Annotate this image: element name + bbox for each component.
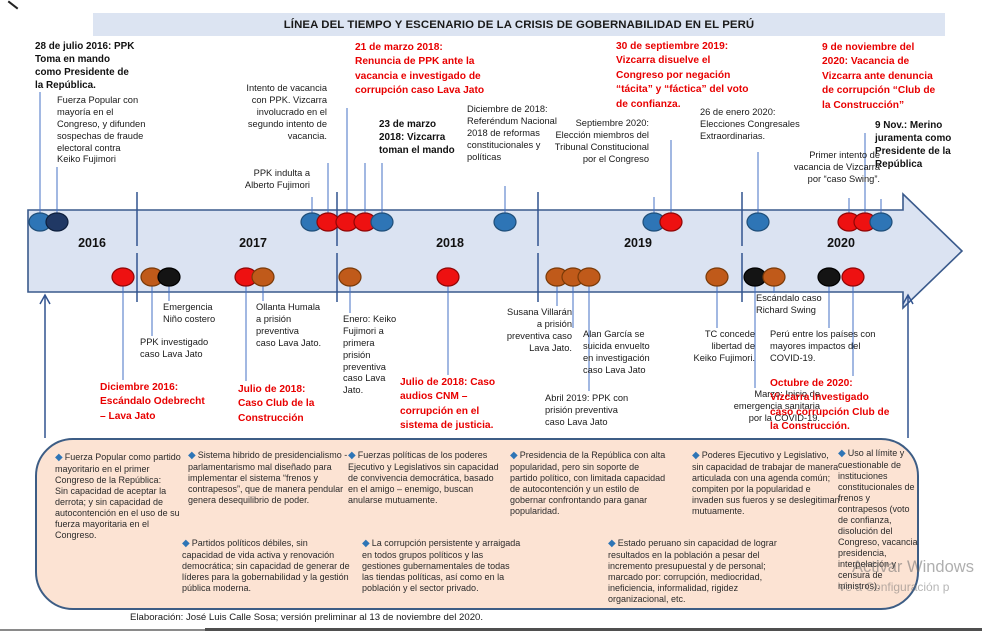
event-label-ppk-indulta-fujimori: PPK indulta a Alberto Fujimori <box>244 168 310 190</box>
event-label-escandalo-odebrecht: Diciembre 2016: Escándalo Odebrecht – La… <box>100 382 205 422</box>
event-dot-red <box>841 267 865 287</box>
diamond-bullet-icon: ◆ <box>55 452 63 463</box>
event-dot-black <box>157 267 181 287</box>
cause-bullet-3: ◆ Partidos políticos débiles, sin capacid… <box>182 538 350 594</box>
page-title: LÍNEA DEL TIEMPO Y ESCENARIO DE LA CRISI… <box>283 18 755 31</box>
event-label-renuncia-ppk: 21 de marzo 2018: Renuncia de PPK ante l… <box>355 42 485 97</box>
event-dot-blue <box>869 212 893 232</box>
event-dot-orange <box>251 267 275 287</box>
event-label-ppk-investigado-lava-jato: PPK investigado caso Lava Jato <box>140 337 209 359</box>
event-label-merino-juramenta: 9 Nov.: Merino juramenta como Presidente… <box>875 120 952 170</box>
event-label-primer-intento-vacancia-vizcarra: Primer intento de vacancia de Vizcarra p… <box>793 150 880 184</box>
event-label-emergencia-nino-costero: Emergencia Niño costero <box>163 302 216 324</box>
year-label-2016: 2016 <box>78 236 106 250</box>
event-dot-orange <box>338 267 362 287</box>
event-label-alan-garcia-suicidio: Alan García se suicida envuelto en inves… <box>583 329 650 375</box>
cause-bullet-6: ◆ Presidencia de la República con alta po… <box>510 450 668 517</box>
windows-activation-watermark-line2: Ve a Configuración p <box>838 580 950 594</box>
event-label-referendum-2018: Diciembre de 2018: Referéndum Nacional 2… <box>467 104 557 162</box>
event-dot-black <box>817 267 841 287</box>
cause-bullet-4: ◆ Fuerzas políticas de los poderes Ejecut… <box>348 450 500 506</box>
event-dot-orange <box>762 267 786 287</box>
event-label-vacancia-vizcarra: 9 de noviembre del 2020: Vacancia de Viz… <box>822 42 936 111</box>
cause-bullet-7: ◆ Estado peruano sin capacidad de lograr … <box>608 538 780 605</box>
diamond-bullet-icon: ◆ <box>510 450 518 461</box>
cause-bullet-text: Sistema hibrido de presidencialismo - pa… <box>188 450 348 506</box>
cause-bullet-2: ◆ Sistema hibrido de presidencialismo - p… <box>188 450 348 506</box>
cause-bullet-1: ◆ Fuerza Popular como partido mayoritario… <box>55 452 183 541</box>
event-label-abril-ppk-prision: Abril 2019: PPK con prisión preventiva c… <box>545 393 629 427</box>
event-dot-navy <box>45 212 69 232</box>
diamond-bullet-icon: ◆ <box>838 448 846 459</box>
event-dot-blue <box>746 212 770 232</box>
diamond-bullet-icon: ◆ <box>362 538 370 549</box>
event-dot-red <box>111 267 135 287</box>
event-label-ollanta-humala-prision: Ollanta Humala a prisión preventiva caso… <box>256 302 322 348</box>
causes-box <box>35 438 919 610</box>
year-label-2020: 2020 <box>827 236 855 250</box>
event-label-elecciones-congresales: 26 de enero 2020: Elecciones Congresales… <box>700 107 800 141</box>
diamond-bullet-icon: ◆ <box>692 450 700 461</box>
footer-credit: Elaboración: José Luis Calle Sosa; versi… <box>130 612 484 623</box>
event-label-escandalo-richard-swing: Escándalo caso Richard Swing <box>756 293 822 315</box>
event-label-susana-villaran-prision: Susana Villarán a prisión preventiva cas… <box>506 307 572 353</box>
cause-bullet-9: ◆ Uso al límite y cuestionable de institu… <box>838 448 918 592</box>
event-dot-orange <box>705 267 729 287</box>
cause-bullet-text: Partidos políticos débiles, sin capacida… <box>182 538 350 594</box>
cause-bullet-5: ◆ La corrupción persistente y arraigada e… <box>362 538 522 594</box>
event-label-peru-impactos-covid: Perú entre los países con mayores impact… <box>770 329 876 363</box>
event-dot-blue <box>493 212 517 232</box>
event-label-keiko-primera-prision: Enero: Keiko Fujimori a primera prisión … <box>343 314 397 396</box>
event-label-caso-club-construccion: Julio de 2018: Caso Club de la Construcc… <box>238 384 315 424</box>
windows-activation-watermark: Activar Windows <box>852 558 974 576</box>
cause-bullet-text: Fuerzas políticas de los poderes Ejecuti… <box>348 450 499 506</box>
year-label-2017: 2017 <box>239 236 267 250</box>
event-dot-red <box>659 212 683 232</box>
event-label-intento-vacancia-ppk: Intento de vacancia con PPK. Vizcarra in… <box>246 83 327 141</box>
cause-bullet-8: ◆ Poderes Ejecutivo y Legislativo, sin ca… <box>692 450 842 517</box>
event-label-disolucion-congreso: 30 de septiembre 2019: Vizcarra disuelve… <box>616 41 749 110</box>
event-label-octubre-vizcarra-investigado: Octubre de 2020: Vizcarra investigado ca… <box>770 378 890 433</box>
event-dot-blue <box>370 212 394 232</box>
cause-bullet-text: Presidencia de la República con alta pop… <box>510 450 666 517</box>
diamond-bullet-icon: ◆ <box>348 450 356 461</box>
event-label-tc-libertad-keiko: TC concede libertad de Keiko Fujimori. <box>693 329 755 363</box>
diamond-bullet-icon: ◆ <box>188 450 196 461</box>
cause-bullet-text: Estado peruano sin capacidad de lograr r… <box>608 538 777 605</box>
taskbar-edge-light <box>0 629 210 631</box>
cause-arrow-head <box>39 293 51 305</box>
event-dot-red <box>436 267 460 287</box>
event-label-fuerza-popular-majority: Fuerza Popular con mayoría en el Congres… <box>57 95 146 165</box>
event-label-ppk-takes-office: 28 de julio 2016: PPK Toma en mando como… <box>35 41 135 91</box>
event-dot-orange <box>577 267 601 287</box>
cause-bullet-text: Uso al límite y cuestionable de instituc… <box>838 448 918 591</box>
cause-arrow-head <box>902 293 914 305</box>
diamond-bullet-icon: ◆ <box>608 538 616 549</box>
event-label-inicio-emergencia-sanitaria: Marzo: Inicio de emergencia sanitaria po… <box>733 389 820 423</box>
title-bar: LÍNEA DEL TIEMPO Y ESCENARIO DE LA CRISI… <box>93 13 945 36</box>
diamond-bullet-icon: ◆ <box>182 538 190 549</box>
cause-bullet-text: Poderes Ejecutivo y Legislativo, sin cap… <box>692 450 840 517</box>
event-label-caso-audios-cnm: Julio de 2018: Caso audios CNM – corrupc… <box>400 377 496 432</box>
year-label-2018: 2018 <box>436 236 464 250</box>
year-label-2019: 2019 <box>624 236 652 250</box>
taskbar-edge-dark <box>205 628 982 631</box>
cause-bullet-text: La corrupción persistente y arraigada en… <box>362 538 521 594</box>
timeline-band-arrow <box>27 192 964 310</box>
event-label-vizcarra-toma-mando: 23 de marzo 2018: Vizcarra toman el mand… <box>379 119 455 156</box>
event-label-eleccion-miembros-tc: Septiembre 2020: Elección miembros del T… <box>554 118 649 164</box>
cause-bullet-text: Fuerza Popular como partido mayoritario … <box>55 452 181 540</box>
